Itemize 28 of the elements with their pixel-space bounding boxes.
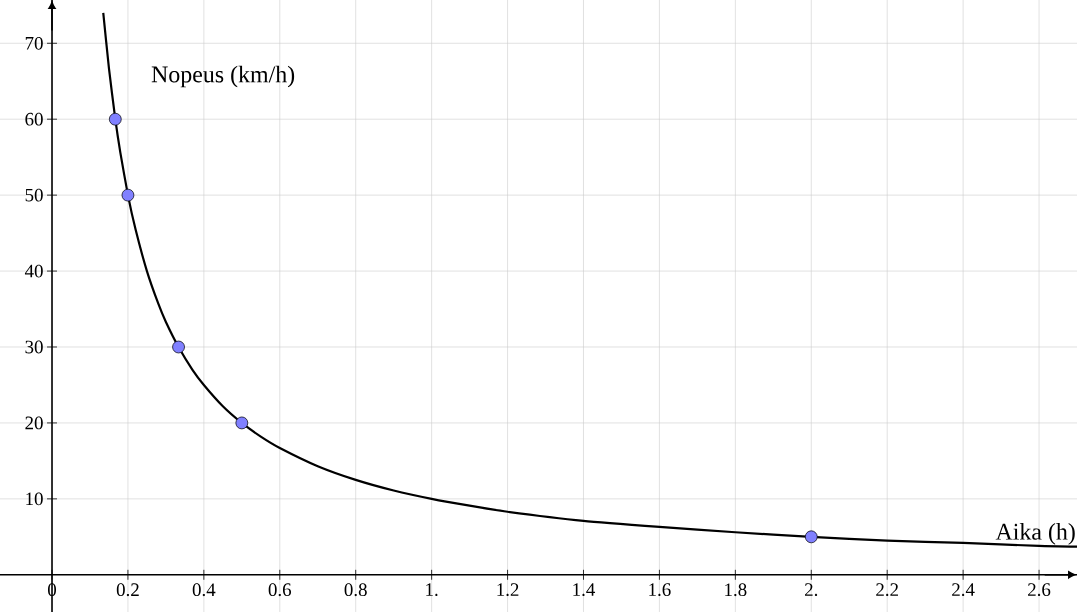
y-axis-title: Nopeus (km/h) bbox=[151, 65, 295, 88]
x-tick-label: 1.2 bbox=[497, 583, 519, 597]
x-tick-label: 0.4 bbox=[192, 583, 216, 597]
point bbox=[121, 188, 135, 202]
point bbox=[172, 340, 185, 354]
y-tick-label: 10 bbox=[26, 492, 43, 506]
y-tick-label: 50 bbox=[25, 188, 43, 202]
line-series bbox=[102, 11, 1077, 548]
point bbox=[235, 416, 249, 430]
x-tick-label: 2.4 bbox=[952, 583, 975, 597]
y-tick-label: 60 bbox=[25, 112, 43, 126]
x-tick-label: 0.2 bbox=[116, 583, 139, 597]
x-tick-label: 1.6 bbox=[649, 583, 671, 597]
x-tick-label: 1.8 bbox=[725, 583, 747, 597]
x-tick-label: 0.6 bbox=[268, 583, 292, 597]
y-tick-label: 30 bbox=[25, 340, 43, 354]
point bbox=[804, 530, 818, 544]
x-tick-label: 0.8 bbox=[344, 583, 367, 597]
y-tick-label: 70 bbox=[25, 36, 43, 50]
x-tick-label: 2.2 bbox=[876, 583, 898, 597]
x-axis-title: Aika (h) bbox=[995, 523, 1075, 545]
y-tick-label: 20 bbox=[25, 416, 43, 430]
x-tick-label: 2. bbox=[805, 583, 818, 597]
x-tick-label: 1.4 bbox=[573, 583, 596, 597]
point bbox=[108, 112, 122, 126]
y-tick-label: 40 bbox=[24, 264, 43, 278]
x-tick-label: 2.6 bbox=[1028, 583, 1051, 597]
x-tick-label: 1. bbox=[426, 583, 438, 597]
